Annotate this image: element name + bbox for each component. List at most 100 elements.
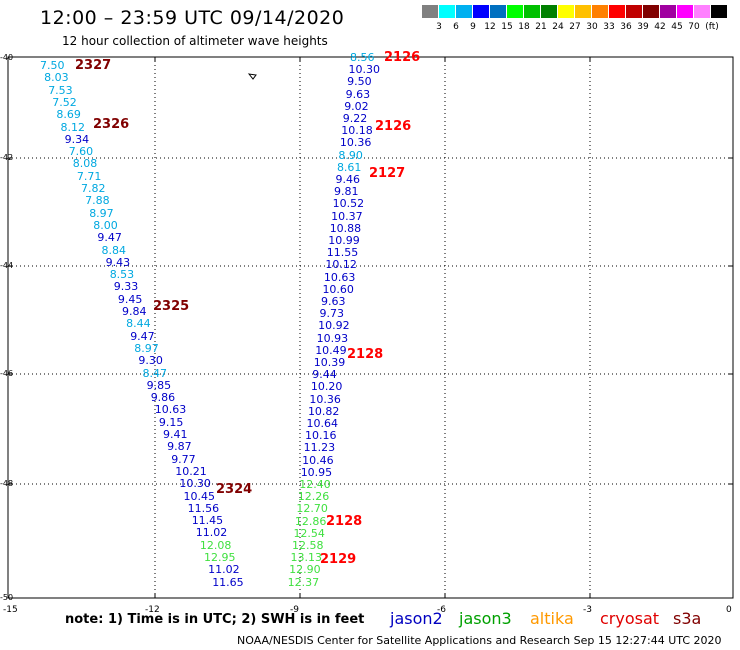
wave-height-value: 9.47 <box>130 329 155 343</box>
wave-height-value: 9.77 <box>171 452 196 466</box>
latitude-label: -48 <box>0 479 14 488</box>
longitude-label: -9 <box>290 605 299 615</box>
wave-height-value: 9.50 <box>347 75 372 89</box>
wave-height-value: 9.30 <box>138 354 163 368</box>
color-swatch <box>456 5 472 18</box>
wave-height-value: 10.21 <box>175 464 207 478</box>
wave-height-value: 10.93 <box>316 331 349 345</box>
satellite-legend-item: s3a <box>673 609 702 628</box>
color-scale-label: 6 <box>453 22 459 32</box>
color-scale-label: 15 <box>501 22 513 32</box>
color-scale-label: 9 <box>470 22 476 32</box>
wave-height-value: 10.20 <box>310 380 343 394</box>
wave-height-value: 7.52 <box>52 95 77 109</box>
color-swatch <box>541 5 557 18</box>
color-scale-label: 42 <box>654 22 666 32</box>
wave-height-value: 8.84 <box>101 243 127 257</box>
wave-height-value: 10.82 <box>307 404 340 418</box>
wave-height-value: 12.08 <box>199 538 232 552</box>
wave-height-value: 7.88 <box>85 194 110 208</box>
wave-height-value: 12.90 <box>289 563 321 577</box>
wave-height-value: 12.58 <box>292 539 324 552</box>
wave-height-value: 9.81 <box>334 185 359 199</box>
wave-height-value: 8.47 <box>142 366 168 380</box>
wave-height-value: 9.22 <box>342 112 368 125</box>
track-number-label: 2127 <box>369 166 406 181</box>
wave-height-value: 10.60 <box>322 282 354 296</box>
longitude-label: 0 <box>726 605 732 615</box>
track-number-label: 2126 <box>375 119 412 134</box>
color-scale-label: 24 <box>552 22 564 32</box>
footer-credit: NOAA/NESDIS Center for Satellite Applica… <box>237 634 722 647</box>
island-outline <box>247 73 257 80</box>
wave-height-value: 11.56 <box>187 501 220 515</box>
wave-height-value: 12.40 <box>299 478 331 491</box>
wave-height-value: 8.44 <box>126 317 151 331</box>
color-swatch <box>677 5 693 18</box>
color-scale-label: 36 <box>620 22 632 32</box>
latitude-label: -40 <box>0 53 14 62</box>
satellite-legend-item: cryosat <box>600 609 660 628</box>
wave-height-value: 7.53 <box>48 83 73 97</box>
wave-height-value: 12.86 <box>294 514 327 528</box>
longitude-label: -3 <box>583 605 592 615</box>
wave-height-value: 12.70 <box>296 502 328 516</box>
wave-height-value: 8.97 <box>134 341 159 355</box>
satellite-legend-item: jason3 <box>459 609 512 628</box>
wave-height-value: 10.36 <box>309 392 341 406</box>
wave-height-value: 11.55 <box>326 246 359 260</box>
track-number-label: 2325 <box>153 299 190 314</box>
color-swatch <box>575 5 591 18</box>
color-swatch <box>422 5 438 18</box>
wave-height-value: 11.02 <box>195 526 228 540</box>
wave-height-value: 9.34 <box>64 132 90 146</box>
longitude-label: -12 <box>145 605 160 615</box>
color-swatch <box>626 5 642 18</box>
color-swatch <box>507 5 523 18</box>
map-frame <box>7 56 734 599</box>
wave-height-value: 10.52 <box>332 197 365 211</box>
wave-height-value: 13.13 <box>290 551 323 565</box>
wave-height-value: 9.86 <box>150 391 176 405</box>
color-swatch <box>524 5 540 18</box>
chart-subtitle: 12 hour collection of altimeter wave hei… <box>62 34 328 48</box>
wave-height-value: 8.56 <box>350 51 375 64</box>
color-swatch <box>694 5 710 18</box>
wave-height-value: 8.08 <box>72 157 98 171</box>
wave-height-value: 9.15 <box>158 415 184 429</box>
wave-height-value: 9.63 <box>321 295 346 308</box>
track-number-label: 2128 <box>347 347 384 362</box>
wave-height-value: 12.37 <box>287 575 320 589</box>
wave-height-value: 10.37 <box>331 209 363 223</box>
wave-height-value: 11.45 <box>191 514 224 528</box>
wave-height-value: 8.90 <box>338 148 363 162</box>
color-swatch <box>592 5 608 18</box>
wave-height-value: 10.30 <box>179 477 211 491</box>
wave-height-value: 10.95 <box>300 465 333 479</box>
wave-height-value: 8.61 <box>336 160 362 174</box>
wave-height-value: 10.16 <box>305 429 337 443</box>
track-number-label: 2126 <box>384 50 421 65</box>
wave-height-value: 10.92 <box>318 319 350 333</box>
color-scale-label: 30 <box>586 22 598 32</box>
wave-height-value: 10.36 <box>339 136 372 150</box>
track-number-label: 2324 <box>216 482 253 497</box>
wave-height-value: 11.65 <box>212 575 244 589</box>
wave-height-value: 8.69 <box>56 108 81 122</box>
color-swatch <box>643 5 659 18</box>
wave-height-value: 9.33 <box>113 280 139 294</box>
color-swatch <box>439 5 455 18</box>
wave-height-value: 7.82 <box>81 182 106 195</box>
map-grid <box>8 57 733 598</box>
color-scale-unit: (ft) <box>705 22 719 32</box>
wave-height-value: 9.41 <box>163 428 188 441</box>
wave-height-value: 10.18 <box>341 124 373 138</box>
wave-height-value: 10.45 <box>183 489 216 503</box>
wave-height-value: 10.64 <box>306 417 339 430</box>
color-scale-label: 70 <box>688 22 700 32</box>
color-swatch <box>473 5 489 18</box>
color-scale-label: 27 <box>569 22 581 32</box>
wave-height-value: 9.73 <box>319 307 345 321</box>
wave-height-value: 9.02 <box>344 99 369 113</box>
latitude-label: -44 <box>0 261 14 270</box>
